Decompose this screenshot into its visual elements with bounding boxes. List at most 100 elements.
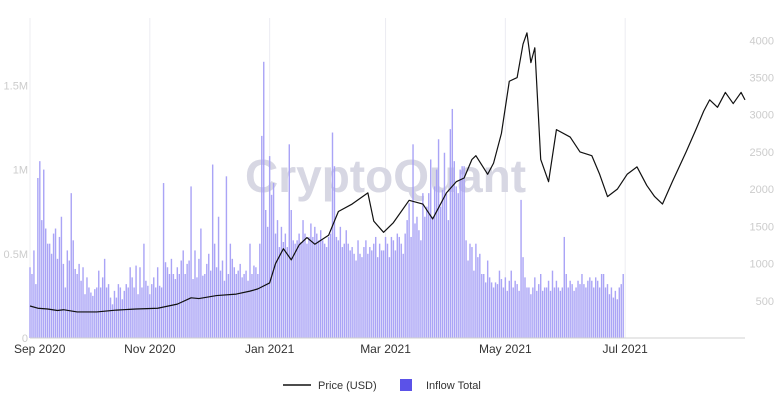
inflow-bar <box>268 156 271 338</box>
inflow-bar <box>325 247 328 338</box>
inflow-bar <box>382 250 385 338</box>
inflow-bar <box>545 287 548 338</box>
inflow-bar <box>540 274 542 338</box>
inflow-bar <box>477 257 479 338</box>
inflow-bar <box>331 132 334 338</box>
inflow-bar <box>131 277 133 338</box>
inflow-bar <box>502 287 505 338</box>
legend-item-price[interactable]: Price (USD) <box>283 380 377 392</box>
inflow-bar <box>231 258 234 338</box>
y-right-tick-label: 1000 <box>750 259 774 271</box>
inflow-bar <box>486 260 489 338</box>
inflow-bar <box>227 274 230 338</box>
inflow-bar <box>52 233 55 338</box>
inflow-bar <box>461 166 463 338</box>
inflow-bar <box>46 243 49 338</box>
inflow-bar <box>259 243 261 338</box>
inflow-bar <box>424 216 426 338</box>
inflow-bar <box>117 284 120 338</box>
inflow-bar <box>166 267 169 338</box>
inflow-bar <box>453 161 455 338</box>
inflow-bar <box>225 176 228 338</box>
inflow-bar <box>504 277 507 338</box>
inflow-bar <box>506 290 509 338</box>
inflow-bar <box>426 206 428 338</box>
inflow-bar <box>447 220 450 338</box>
inflow-bar <box>483 274 485 338</box>
inflow-bar <box>349 250 351 338</box>
inflow-bar <box>469 243 471 338</box>
inflow-bar <box>158 285 161 338</box>
inflow-bar <box>481 274 483 338</box>
inflow-bar <box>467 260 469 338</box>
inflow-bar <box>386 243 389 338</box>
inflow-bar <box>186 263 188 338</box>
inflow-bar <box>74 268 76 338</box>
inflow-bar <box>215 267 218 338</box>
inflow-bar <box>298 233 300 338</box>
inflow-bar <box>471 247 473 338</box>
inflow-bar <box>551 270 554 338</box>
inflow-bar <box>182 250 184 338</box>
left-axis: 0 0.5M 1M 1.5M <box>4 80 28 345</box>
inflow-bar <box>137 294 139 338</box>
inflow-bar <box>430 159 432 338</box>
inflow-bar <box>390 236 393 338</box>
inflow-bar <box>70 193 72 338</box>
inflow-bar <box>288 144 290 338</box>
inflow-bar <box>373 243 375 338</box>
inflow-bar <box>451 108 454 338</box>
inflow-bar <box>72 240 74 338</box>
inflow-bar <box>596 280 599 338</box>
inflow-bar <box>439 206 442 338</box>
inflow-bar <box>58 236 61 338</box>
inflow-bar <box>263 61 265 338</box>
inflow-bar <box>274 233 277 338</box>
inflow-bar <box>329 233 332 338</box>
inflow-bar <box>211 164 214 338</box>
inflow-bar <box>162 183 165 338</box>
inflow-bar <box>520 199 522 338</box>
y-right-tick-label: 3500 <box>750 73 774 85</box>
inflow-bar <box>160 287 163 338</box>
x-tick-label: Nov 2020 <box>124 342 176 356</box>
inflow-bar <box>485 282 487 338</box>
inflow-bar <box>595 277 597 338</box>
inflow-bar <box>567 287 569 338</box>
legend-label-price: Price (USD) <box>318 380 377 392</box>
inflow-bar <box>145 280 147 338</box>
inflow-bar <box>376 257 379 338</box>
inflow-bar <box>257 274 259 338</box>
y-right-tick-label: 4000 <box>750 35 774 47</box>
inflow-bar <box>606 284 609 338</box>
inflow-bar <box>575 287 577 338</box>
inflow-bar <box>109 297 112 338</box>
inflow-bar <box>64 287 67 338</box>
inflow-bar <box>431 216 434 338</box>
inflow-bar <box>496 284 499 338</box>
inflow-bar <box>320 230 322 338</box>
inflow-bar <box>213 243 216 338</box>
y-left-tick-label: 1.5M <box>4 80 28 92</box>
inflow-bar <box>375 236 377 338</box>
inflow-bar <box>62 263 65 338</box>
inflow-bar <box>308 236 310 338</box>
inflow-bar <box>318 240 320 338</box>
inflow-bar <box>412 144 414 338</box>
inflow-bar <box>339 226 342 338</box>
inflow-bar <box>559 290 562 338</box>
x-tick-label: Sep 2020 <box>14 342 66 356</box>
inflow-bar <box>151 284 153 338</box>
inflow-bar <box>221 260 224 338</box>
inflow-bar <box>600 274 603 338</box>
inflow-bar <box>516 284 518 338</box>
y-right-tick-label: 500 <box>756 296 774 308</box>
inflow-bar <box>333 166 336 338</box>
legend-item-inflow[interactable]: Inflow Total <box>400 379 481 392</box>
inflow-bar <box>363 247 365 338</box>
inflow-bar <box>526 287 528 338</box>
inflow-bar <box>581 274 583 338</box>
inflow-bar <box>88 287 90 338</box>
inflow-bar <box>147 285 149 338</box>
